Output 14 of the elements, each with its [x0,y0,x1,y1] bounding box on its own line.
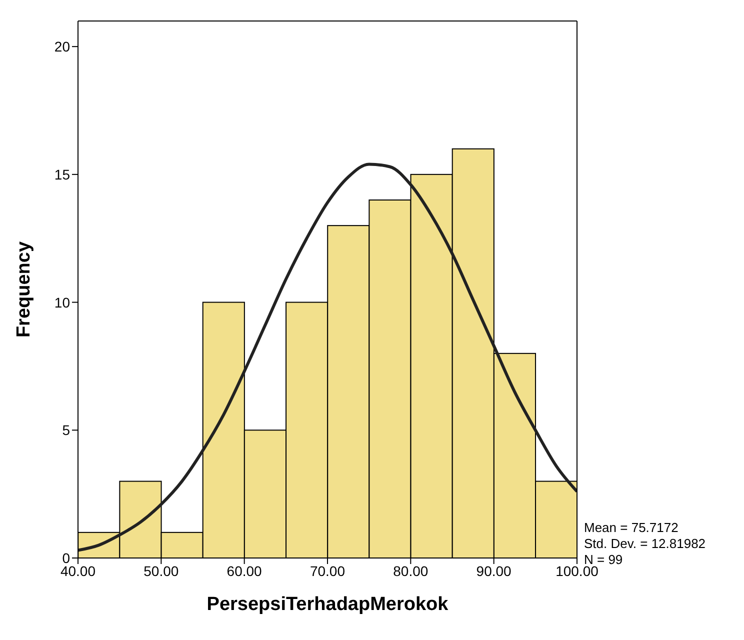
line-series [78,162,577,552]
x-tick-label: 60.00 [226,562,262,579]
y-tick-label: 20 [54,38,70,55]
y-axis-title: Frequency [14,241,35,338]
y-tick-label: 10 [54,294,70,310]
y-tick-label: 5 [62,422,70,438]
x-tick-label: 70.00 [310,562,346,579]
text: Std. Dev. = 12.81982 [584,536,706,552]
x-tick-label: 80.00 [393,562,428,579]
text: Mean = 75.7172 [584,520,680,536]
x-axis-title: PersepsiTerhadapMerokok [206,594,449,615]
x-tick-label: 90.00 [476,562,512,579]
x-tick-label: 50.00 [144,562,179,579]
y-tick-label: 15 [54,166,70,182]
